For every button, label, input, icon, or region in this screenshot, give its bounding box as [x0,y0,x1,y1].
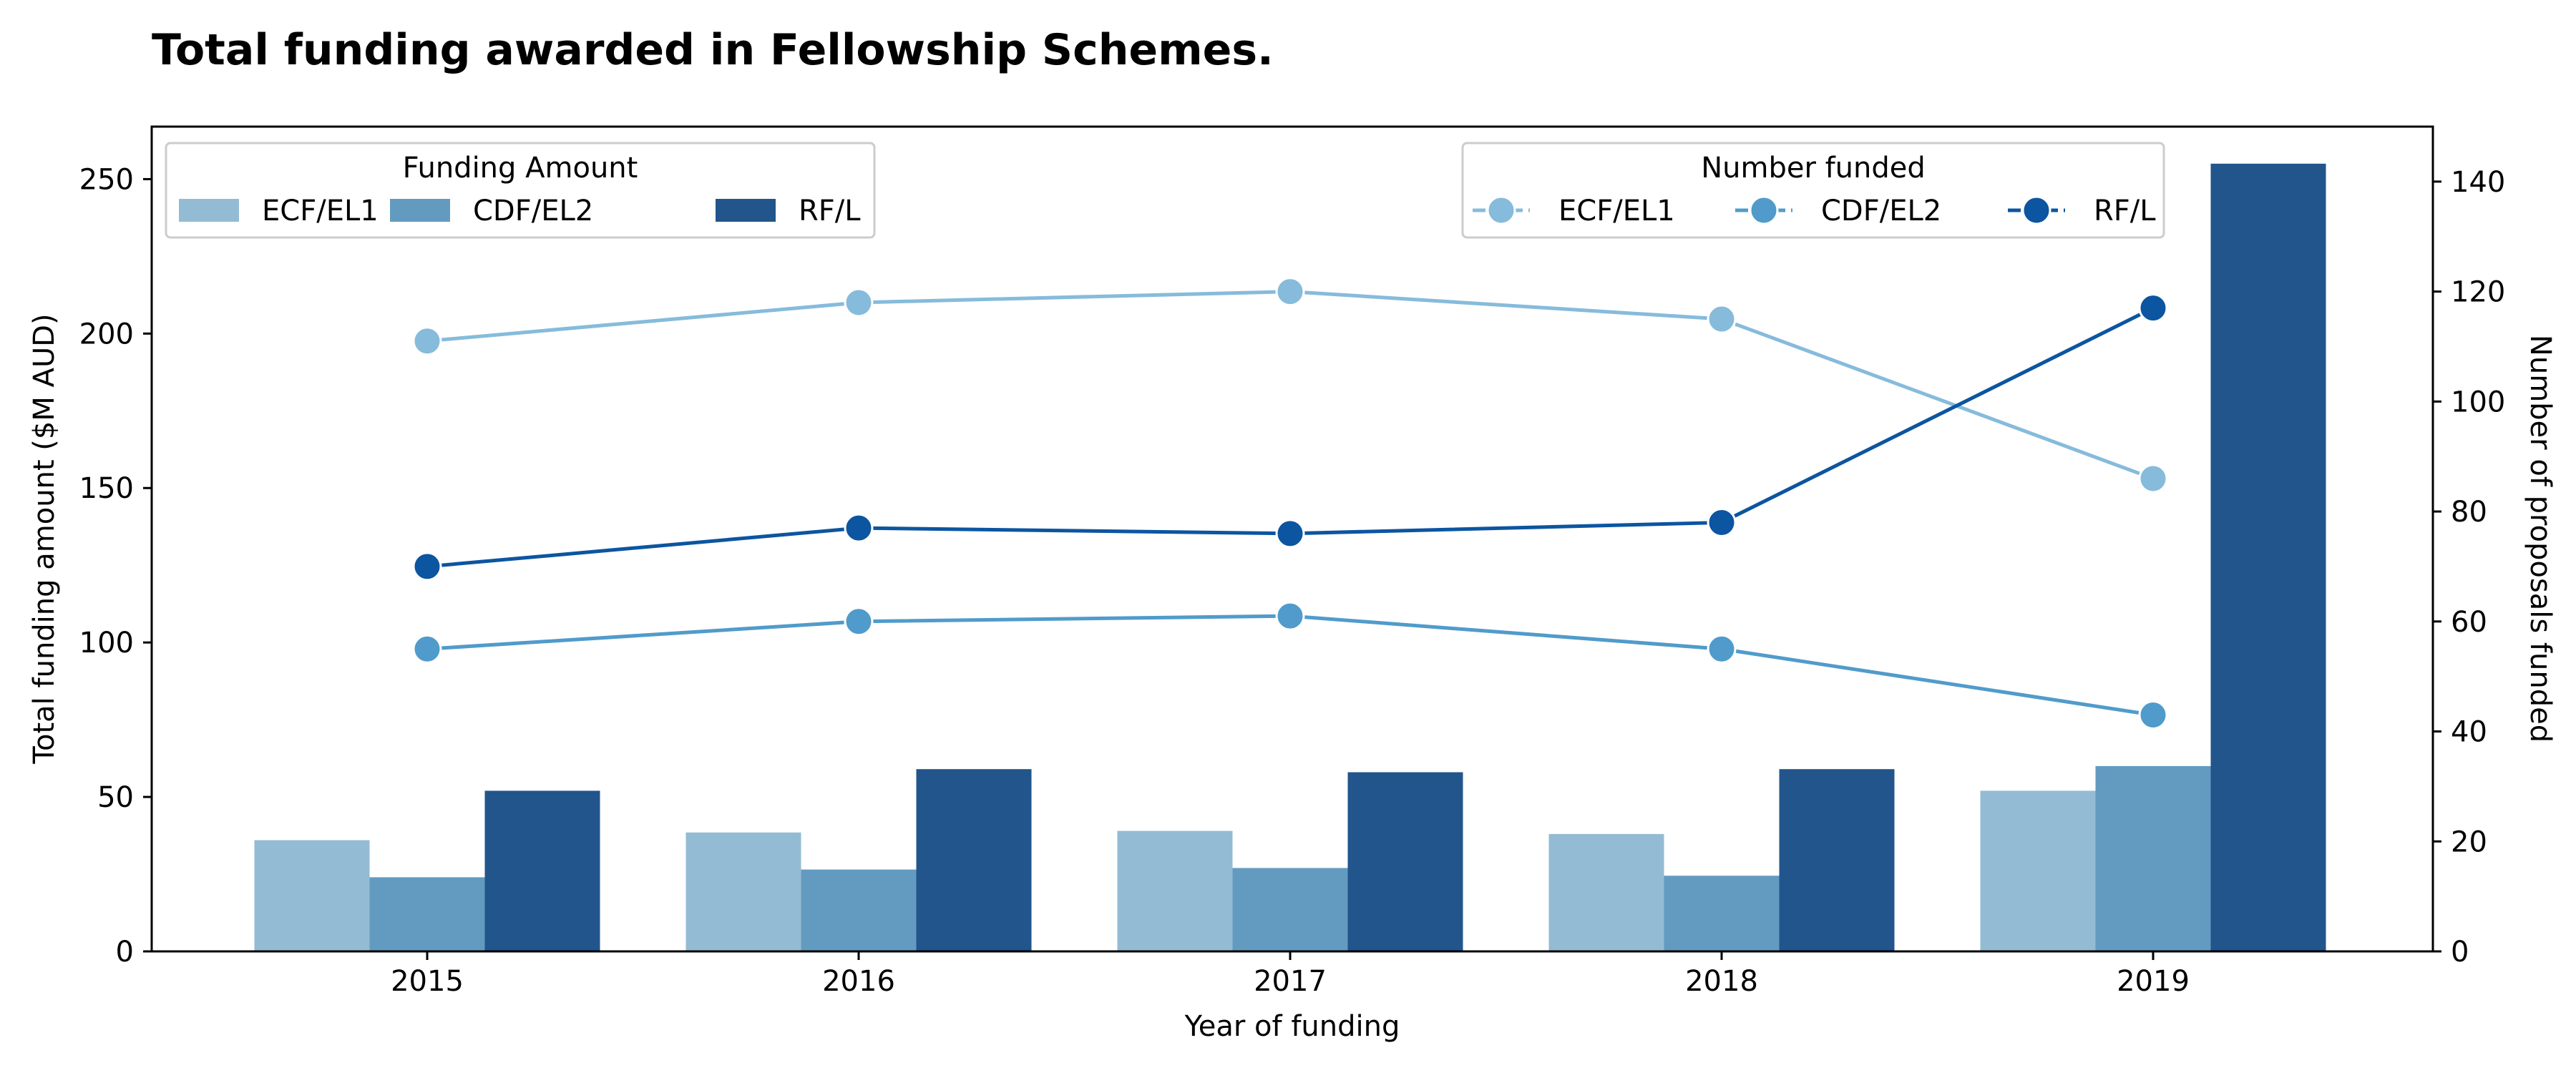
y2-tick-label: 140 [2451,166,2505,199]
y2-tick-label: 0 [2451,936,2469,969]
lines-layer [412,277,2168,730]
legend-label: RF/L [2094,195,2156,227]
axes-layer: 2015 2016 2017 2018 2019 0 50 100 150 200 250 0 20 40… [79,163,2506,998]
point-cdf-el2 [412,634,442,664]
funding-amount-legend: Funding Amount ECF/EL1 CDF/EL2 RF/L [165,142,876,239]
bar-ecf-el1 [1548,833,1664,951]
point-rf-l [844,513,874,543]
legend-title: Funding Amount [403,152,638,185]
legend-label: RF/L [799,195,861,227]
bar-ecf-el1 [1980,790,2096,951]
y-tick-label: 0 [116,936,134,969]
plot-frame [150,125,2434,953]
y-axis-label: Total funding amount ($M AUD) [28,313,61,764]
y2-tick-label: 20 [2451,825,2487,858]
point-ecf-el1 [412,326,442,356]
point-ecf-el1 [1275,277,1305,307]
point-ecf-el1 [1707,304,1737,334]
legend-marker [1749,195,1779,225]
legend-marker [2021,195,2051,225]
bar-ecf-el1 [254,840,370,951]
y-tick-label: 200 [79,318,134,351]
line-cdf-el2 [426,614,2154,717]
legend-swatch [390,199,450,222]
x-tick-label: 2019 [2117,965,2190,998]
y2-tick-label: 80 [2451,496,2487,529]
bar-rf-l [2210,163,2326,952]
point-cdf-el2 [1707,634,1737,664]
point-cdf-el2 [2138,700,2168,730]
bar-cdf-el2 [1664,876,1780,951]
y2-axis-label: Number of proposals funded [2524,335,2557,743]
legend-box [1461,142,2165,239]
legend-swatch [179,199,239,222]
y-tick-label: 50 [97,781,134,814]
legend-marker [1486,195,1516,225]
bar-rf-l [1779,769,1895,951]
y2-tick-label: 40 [2451,716,2487,749]
point-rf-l [412,552,442,582]
point-rf-l [1275,519,1305,549]
point-cdf-el2 [1275,601,1305,631]
legend-label: ECF/EL1 [262,195,379,227]
y2-tick-label: 60 [2451,606,2487,639]
point-rf-l [1707,507,1737,537]
y-tick-label: 250 [79,163,134,196]
legend-label: CDF/EL2 [1821,195,1941,227]
bar-cdf-el2 [2095,765,2211,951]
legend-box [165,142,876,239]
point-ecf-el1 [2138,464,2168,494]
x-tick-label: 2017 [1254,965,1327,998]
bar-rf-l [1347,772,1463,951]
legend-title: Number funded [1701,152,1926,185]
bar-rf-l [484,790,600,951]
bar-ecf-el1 [686,832,801,951]
line-ecf-el1 [426,290,2154,481]
chart-title: Total funding awarded in Fellowship Sche… [152,25,1274,75]
x-tick-label: 2015 [391,965,464,998]
y2-tick-label: 120 [2451,276,2505,309]
legend-swatch [716,199,776,222]
bars-layer [254,163,2326,952]
bar-cdf-el2 [369,877,485,951]
legend-label: ECF/EL1 [1558,195,1675,227]
x-tick-label: 2018 [1685,965,1758,998]
bar-cdf-el2 [801,869,917,951]
point-ecf-el1 [844,288,874,318]
y-tick-label: 150 [79,472,134,505]
y2-tick-label: 100 [2451,386,2505,418]
x-axis-label: Year of funding [1184,1010,1400,1043]
bar-cdf-el2 [1232,868,1348,951]
point-cdf-el2 [844,607,874,637]
bar-ecf-el1 [1117,831,1233,951]
point-rf-l [2138,293,2168,323]
number-funded-legend: Number funded ECF/EL1 CDF/EL2 RF/L [1461,142,2165,239]
legend-label: CDF/EL2 [473,195,593,227]
x-tick-label: 2016 [822,965,895,998]
bar-rf-l [916,769,1032,951]
y-tick-label: 100 [79,627,134,660]
